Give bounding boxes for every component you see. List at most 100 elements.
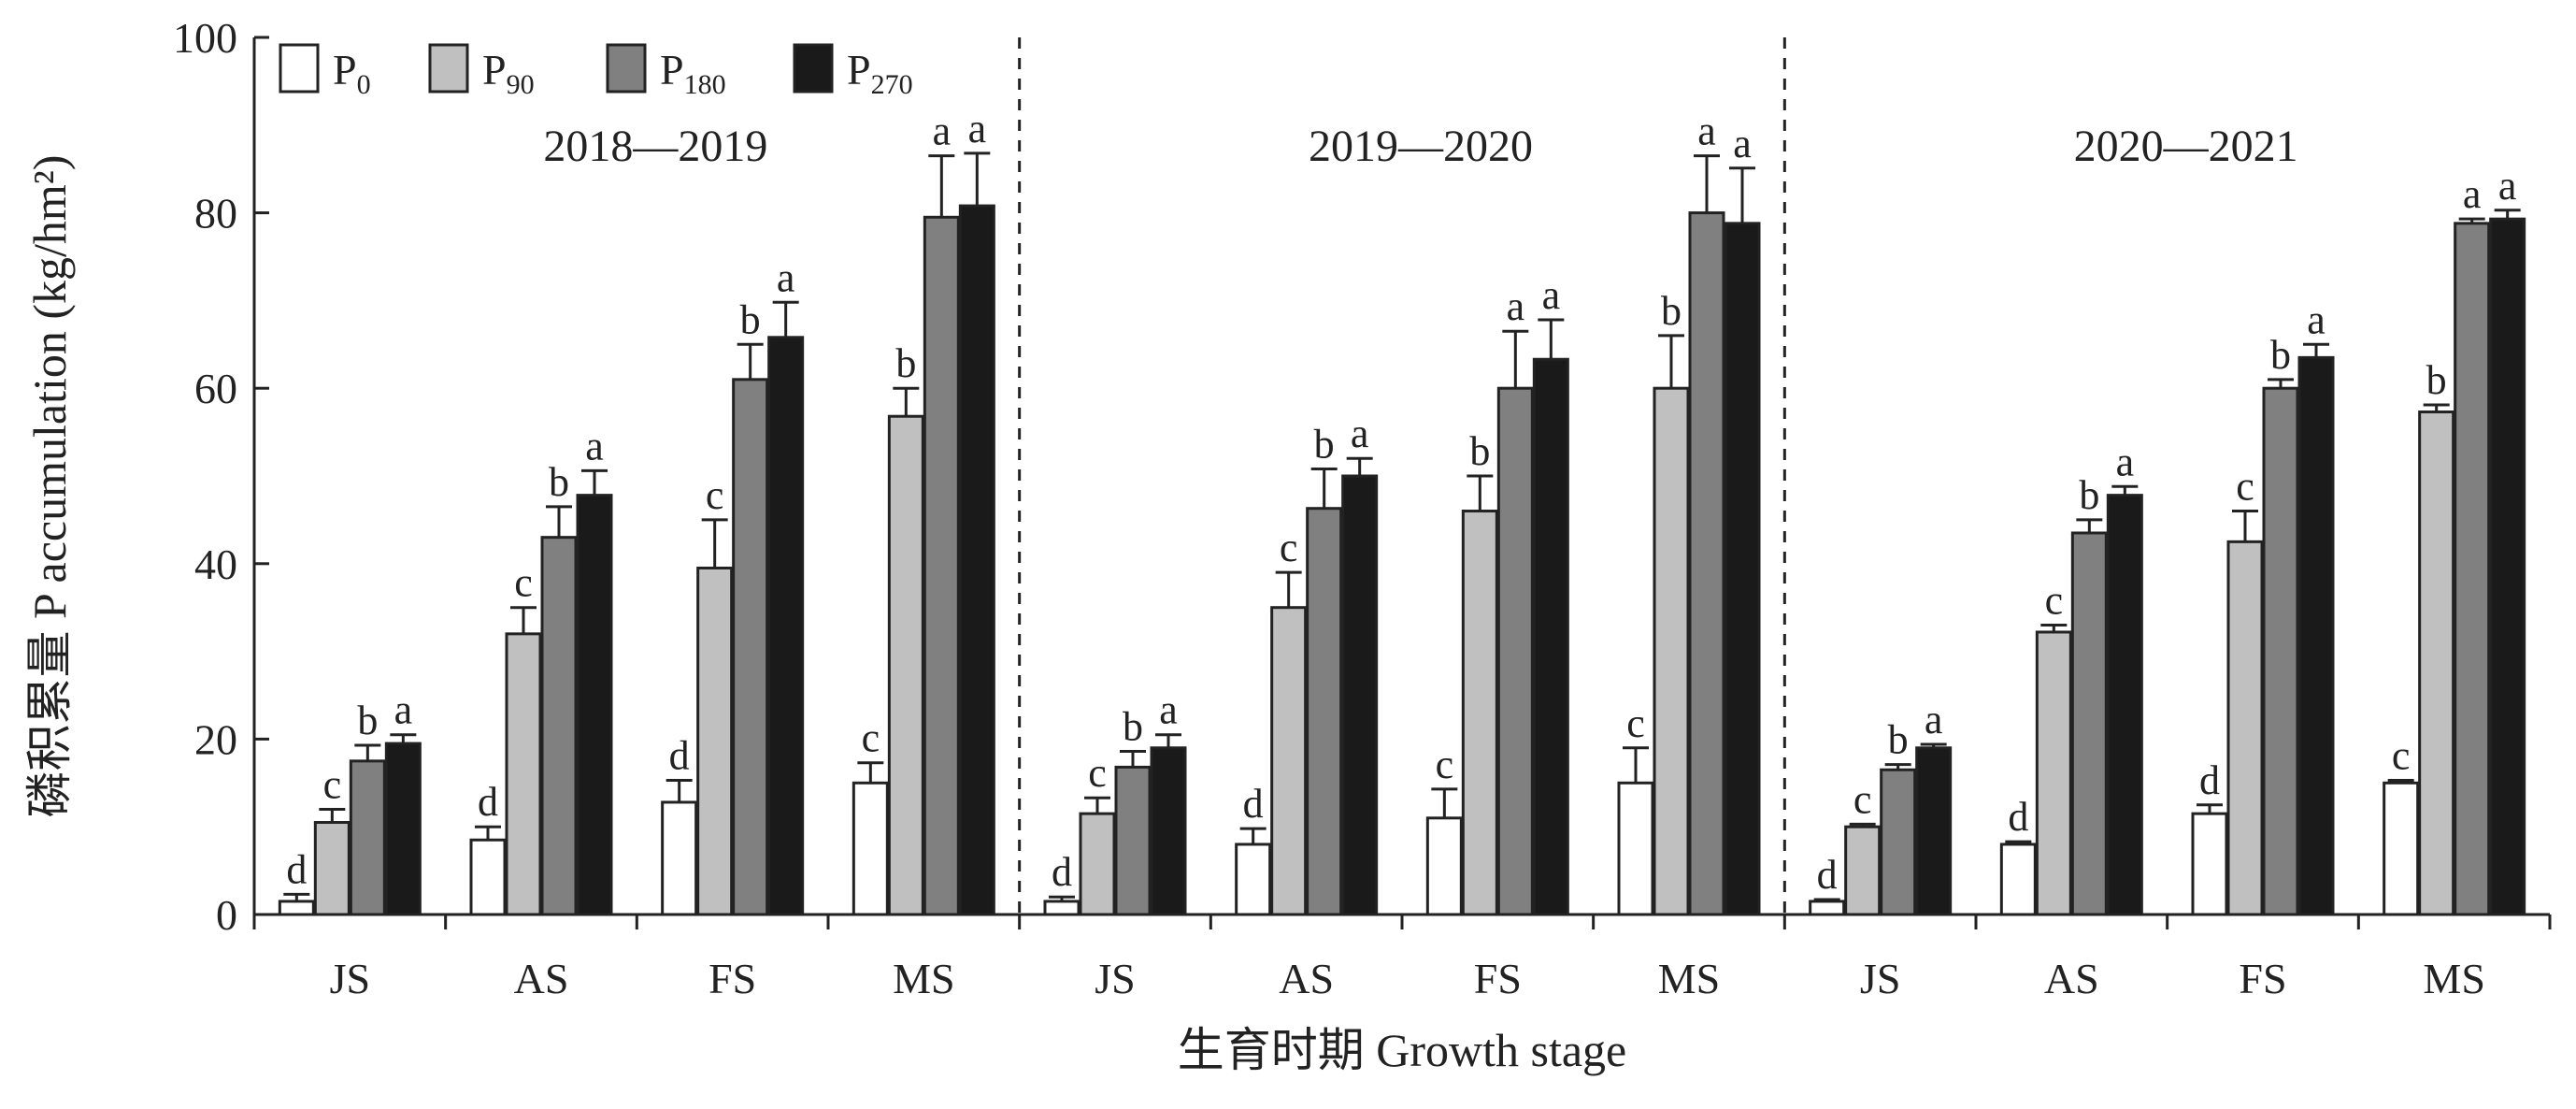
significance-letter: b	[1123, 704, 1143, 750]
significance-letter: c	[862, 715, 880, 761]
significance-letter: b	[895, 340, 916, 386]
significance-letter: a	[2116, 439, 2135, 484]
bar	[1235, 843, 1272, 916]
y-axis-label: 磷积累量 P accumulation (kg/hm²)	[23, 155, 76, 818]
significance-letter: b	[1314, 421, 1335, 467]
significance-letter: b	[1888, 717, 1909, 763]
bar	[661, 800, 698, 916]
legend-label: P90	[482, 46, 535, 100]
bar	[1114, 765, 1152, 916]
bar	[2297, 355, 2335, 916]
bar	[923, 215, 960, 916]
significance-letter: a	[1733, 121, 1752, 166]
group-title: 2018—2019	[543, 122, 767, 171]
x-tick-label: FS	[2239, 955, 2286, 1002]
y-tick-label: 20	[194, 715, 237, 763]
significance-letter: a	[585, 423, 604, 468]
significance-letter: a	[1697, 108, 1716, 154]
bar	[1043, 900, 1080, 916]
bar	[1688, 211, 1725, 916]
significance-letter: c	[706, 472, 724, 518]
significance-letter: c	[1436, 742, 1454, 787]
legend-swatch	[279, 43, 320, 94]
x-tick-label: FS	[1474, 955, 1522, 1002]
bar	[1532, 357, 1569, 916]
legend-subscript: 270	[871, 69, 913, 100]
significance-letter: b	[1469, 428, 1490, 474]
legend-swatch	[793, 43, 834, 94]
bar	[540, 536, 578, 916]
x-tick-label: JS	[330, 955, 370, 1002]
x-axis-label: 生育时期 Growth stage	[1178, 1024, 1627, 1076]
bar	[2226, 540, 2264, 916]
legend-swatch	[606, 43, 647, 94]
bar	[2106, 494, 2143, 916]
significance-letter: a	[777, 254, 795, 300]
y-tick-label: 40	[194, 540, 237, 588]
bar	[1079, 812, 1116, 916]
x-tick-label: JS	[1860, 955, 1900, 1002]
significance-letter: c	[2045, 577, 2064, 623]
bar	[2418, 410, 2455, 916]
significance-letter: c	[2392, 732, 2411, 778]
bar	[767, 336, 805, 916]
bar	[2489, 217, 2526, 916]
bar	[1306, 507, 1343, 916]
significance-letter: d	[2199, 757, 2220, 803]
bar	[1880, 768, 1917, 916]
significance-letter: a	[968, 106, 987, 151]
legend-subscript: 180	[684, 69, 726, 100]
significance-letter: d	[478, 779, 498, 825]
x-tick-label: AS	[1279, 955, 1334, 1002]
bar	[1653, 386, 1690, 916]
legend-label: P180	[660, 46, 726, 100]
significance-letter: b	[549, 459, 569, 505]
x-tick-label: AS	[514, 955, 569, 1002]
bar	[2383, 781, 2420, 916]
legend-label: P0	[333, 46, 371, 100]
bar	[1809, 900, 1846, 916]
significance-letter: c	[1088, 750, 1107, 796]
significance-letter: a	[1159, 687, 1178, 733]
legend-subscript: 0	[357, 69, 371, 100]
bar	[1425, 816, 1463, 916]
y-tick-label: 0	[216, 891, 237, 939]
bar	[1270, 606, 1308, 916]
bar	[1150, 746, 1187, 916]
legend-subscript: 90	[507, 69, 535, 100]
significance-letter: a	[1507, 283, 1525, 329]
significance-letter: a	[2463, 171, 2482, 217]
x-tick-label: MS	[1658, 955, 1720, 1002]
significance-letter: a	[394, 687, 413, 733]
bar	[2454, 222, 2491, 916]
bar	[1915, 746, 1953, 916]
x-tick-label: MS	[2423, 955, 2484, 1002]
bar	[2262, 386, 2299, 916]
legend-swatch	[428, 43, 469, 94]
significance-letter: a	[933, 108, 952, 154]
x-tick-label: AS	[2044, 955, 2099, 1002]
significance-letter: d	[669, 732, 690, 778]
significance-letter: b	[2270, 332, 2291, 378]
bar	[1496, 386, 1534, 916]
significance-letter: a	[2498, 163, 2517, 209]
y-tick-label: 80	[194, 190, 237, 238]
significance-letter: b	[357, 698, 378, 743]
bar	[1999, 843, 2037, 916]
significance-letter: c	[1853, 776, 1872, 822]
bar	[1724, 222, 1761, 916]
group-title: 2020—2021	[2074, 122, 2298, 171]
bar	[349, 759, 386, 916]
bar	[576, 494, 613, 916]
x-tick-label: MS	[893, 955, 954, 1002]
legend-label: P270	[847, 46, 913, 100]
bar	[696, 566, 734, 916]
significance-letter: a	[1542, 272, 1561, 318]
significance-letter: b	[740, 296, 761, 342]
significance-letter: d	[1817, 852, 1838, 898]
bar	[278, 900, 315, 916]
y-tick-label: 100	[173, 14, 237, 62]
significance-letter: d	[1052, 849, 1072, 895]
bar	[2070, 531, 2108, 916]
